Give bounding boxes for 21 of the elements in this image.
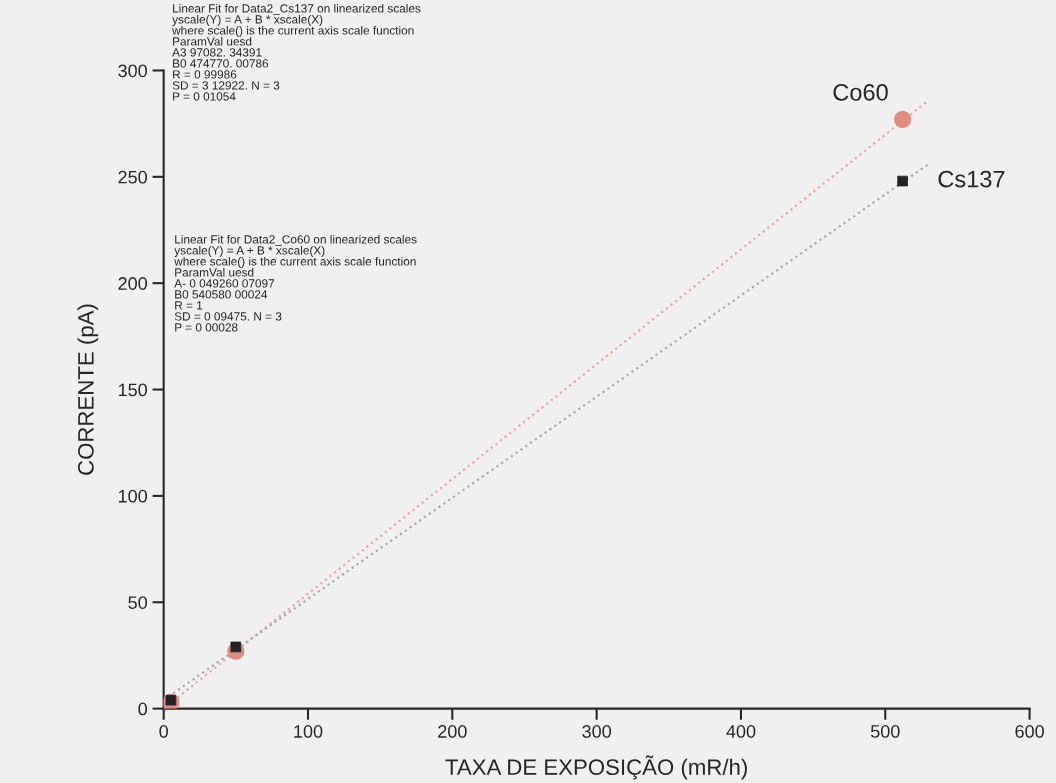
text: Linear Fit for Data2_Cs137 on linearized scales yscale(Y) = A + B * xscale(X) where scale() is the current axis scale function ParamVal uesd A3 97082. 34391 B0 474770. 00786 R = 0 99986 SD = 3 12922. N = 3 P = 0 01054 bbox=[172, 3, 421, 101]
x-tick-label: 600 bbox=[1015, 725, 1044, 738]
x-tick-label: 0 bbox=[159, 725, 168, 738]
x-tick-label: 300 bbox=[582, 725, 611, 738]
point bbox=[894, 110, 912, 128]
y-tick-label: 100 bbox=[118, 489, 147, 503]
x-tick-label: 100 bbox=[294, 725, 323, 738]
y-tick-label: 150 bbox=[118, 383, 147, 397]
series-label: Cs137 bbox=[938, 170, 1005, 188]
y-tick-label: 200 bbox=[118, 277, 147, 290]
x-axis-title: TAXA DE EXPOSIÇÃO (mR/h) bbox=[445, 755, 747, 780]
series-label: Co60 bbox=[833, 84, 888, 101]
y-tick-label: 50 bbox=[128, 596, 147, 609]
y-axis-title: CORRENTE (pA) bbox=[77, 304, 99, 475]
y-tick-label: 250 bbox=[118, 170, 147, 184]
x-tick-label: 200 bbox=[438, 725, 467, 738]
y-tick-label: 0 bbox=[138, 702, 147, 716]
y-tick-label: 300 bbox=[118, 64, 147, 78]
x-tick-label: 400 bbox=[726, 725, 756, 738]
x-tick-label: 500 bbox=[870, 725, 900, 738]
text: Linear Fit for Data2_Co60 on linearized scales yscale(Y) = A + B * xscale(X) where scale() is the current axis scale function ParamVal uesd A- 0 049260 07097 B0 540580 00024 R = 1 SD = 0 09475. N = 3 P = 0 00028 bbox=[174, 234, 417, 332]
